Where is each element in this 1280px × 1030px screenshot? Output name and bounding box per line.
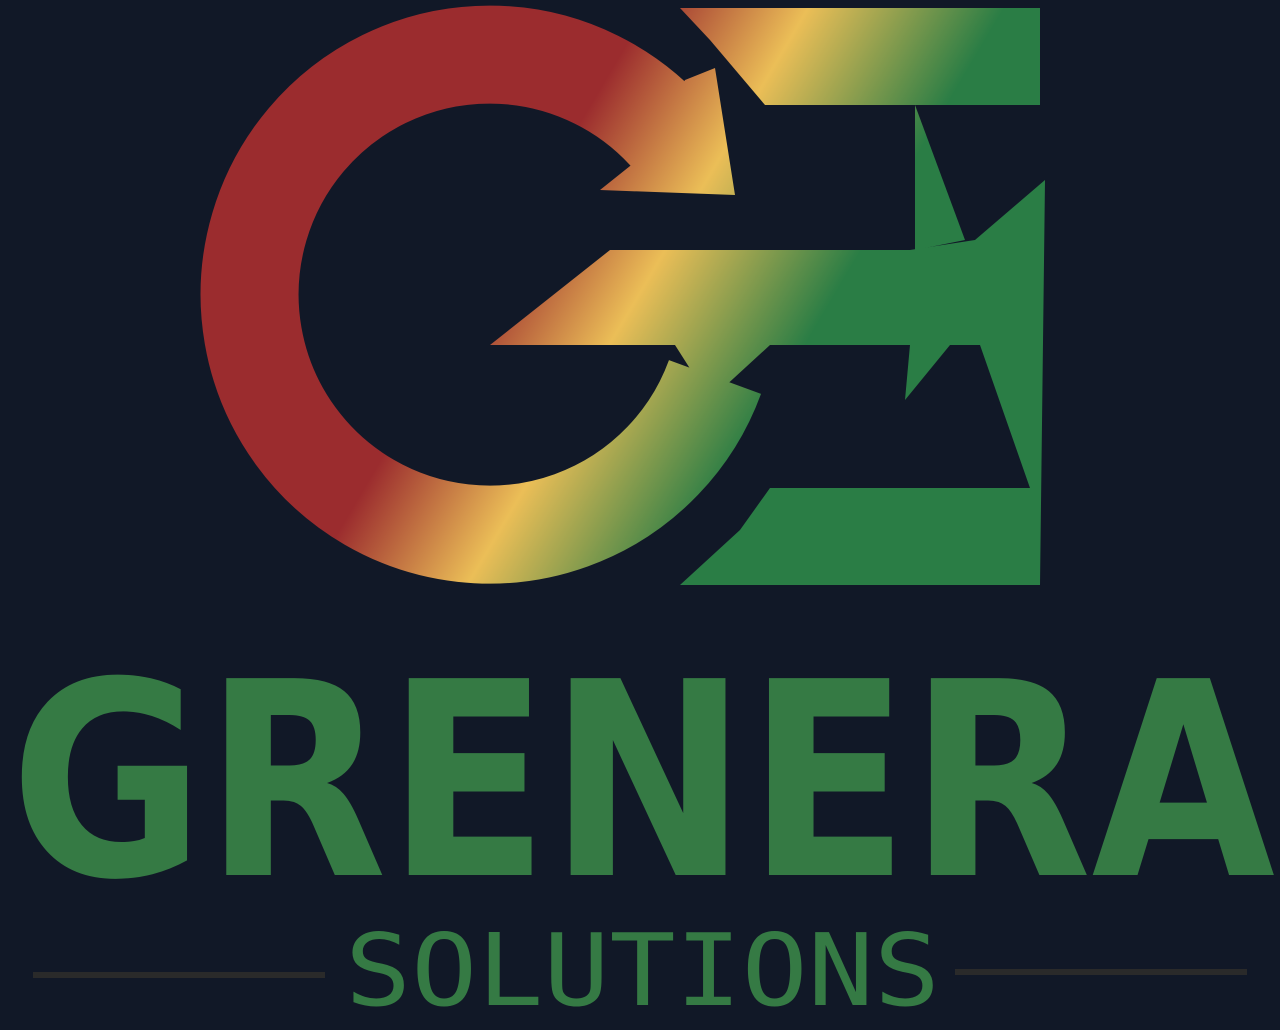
logo-mark bbox=[200, 5, 1045, 585]
e-bottom bbox=[680, 488, 1040, 585]
g-ring bbox=[200, 5, 761, 584]
brand-name: GRENERA bbox=[10, 624, 1277, 939]
tagline: SOLUTIONS bbox=[345, 912, 940, 1029]
g-arrow bbox=[600, 68, 735, 195]
e-spine bbox=[915, 105, 965, 250]
e-middle bbox=[490, 180, 1045, 585]
e-top bbox=[680, 8, 1040, 105]
